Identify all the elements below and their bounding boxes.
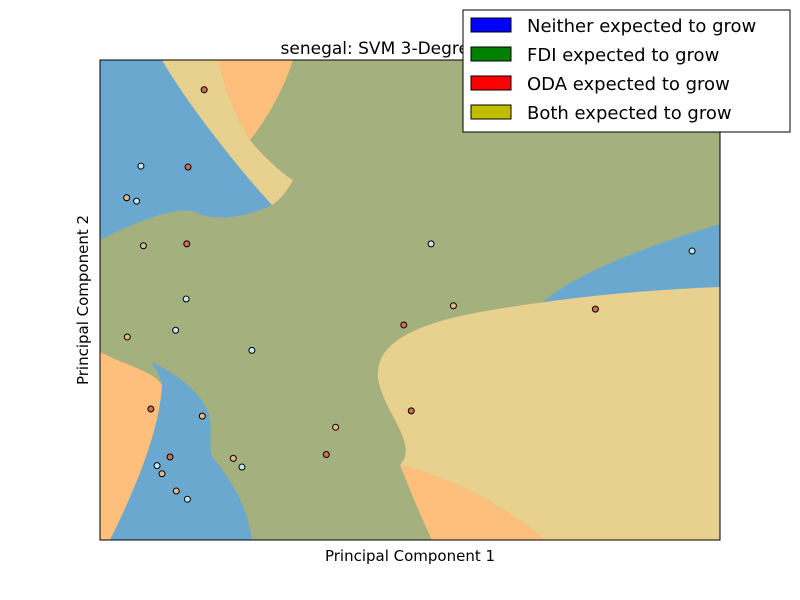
data-point-11 [123, 194, 131, 202]
region-oda-bottom-right [400, 465, 545, 540]
data-point-18 [229, 454, 237, 462]
data-point-1 [184, 163, 192, 171]
data-point-13 [123, 333, 131, 341]
data-point-27 [688, 247, 696, 255]
data-point-2 [183, 240, 191, 248]
data-point-8 [183, 495, 191, 503]
region-neither-top-left [100, 60, 272, 240]
data-point-22 [400, 321, 408, 329]
region-oda-bottom-left [100, 352, 162, 540]
data-point-7 [172, 487, 180, 495]
region-neither-right [540, 224, 720, 305]
legend-box [462, 9, 791, 133]
region-neither-bottom-left [110, 362, 252, 540]
legend-swatch-oda [470, 75, 512, 91]
region-both-right [377, 287, 720, 540]
data-point-24 [427, 240, 435, 248]
legend: Neither expected to grow FDI expected to… [462, 9, 791, 133]
data-point-0 [200, 86, 208, 94]
data-point-23 [407, 407, 415, 415]
data-point-14 [147, 405, 155, 413]
legend-swatch-fdi [470, 46, 512, 62]
data-point-5 [172, 326, 180, 334]
data-point-3 [198, 412, 206, 420]
legend-swatch-both [470, 104, 512, 120]
data-point-19 [238, 463, 246, 471]
data-point-21 [322, 451, 330, 459]
data-point-25 [449, 302, 457, 310]
data-point-15 [166, 453, 174, 461]
legend-label-fdi: FDI expected to grow [527, 45, 719, 66]
data-point-4 [182, 295, 190, 303]
data-point-10 [133, 197, 141, 205]
data-point-9 [137, 162, 145, 170]
y-axis-label: Principal Component 2 [74, 215, 92, 385]
plot-frame [99, 59, 721, 541]
x-axis-label: Principal Component 1 [325, 547, 495, 565]
data-point-6 [158, 470, 166, 478]
legend-label-neither: Neither expected to grow [527, 16, 756, 37]
chart-title: senegal: SVM 3-Degree [281, 39, 480, 59]
data-point-26 [591, 305, 599, 313]
legend-label-oda: ODA expected to grow [527, 74, 730, 95]
data-points [123, 86, 696, 503]
region-both-top-band [162, 60, 293, 205]
data-point-17 [248, 346, 256, 354]
data-point-20 [332, 423, 340, 431]
region-oda-top [218, 60, 293, 140]
legend-swatch-neither [470, 17, 512, 33]
data-point-16 [153, 462, 161, 470]
decision-regions [100, 60, 720, 540]
legend-label-both: Both expected to grow [527, 103, 732, 124]
data-point-12 [139, 242, 147, 250]
